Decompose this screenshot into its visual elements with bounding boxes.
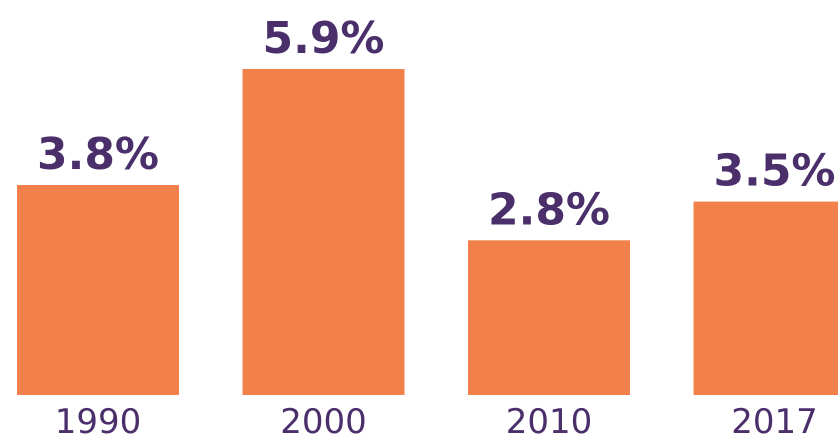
bar-2010: [468, 240, 630, 395]
value-labels-group: 3.8% 5.9% 2.8% 3.5%: [37, 13, 836, 235]
x-tick-label-2010: 2010: [506, 402, 593, 438]
x-tick-labels-group: 1990 2000 2010 2017: [55, 402, 818, 438]
bars-group: [17, 69, 838, 395]
x-tick-label-2000: 2000: [280, 402, 367, 438]
bar-1990: [17, 185, 179, 395]
value-label-2000: 5.9%: [262, 13, 384, 64]
value-label-2017: 3.5%: [713, 146, 835, 197]
bar-2017: [693, 201, 838, 395]
x-tick-label-1990: 1990: [55, 402, 142, 438]
value-label-1990: 3.8%: [37, 129, 159, 180]
x-tick-label-2017: 2017: [731, 402, 818, 438]
value-label-2010: 2.8%: [488, 184, 610, 235]
bar-2000: [242, 69, 405, 395]
